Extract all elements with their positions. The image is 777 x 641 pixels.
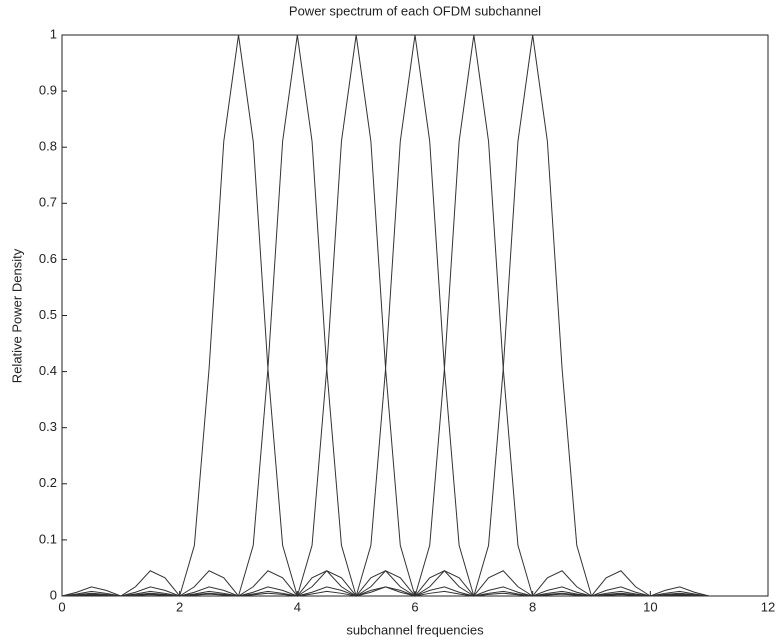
x-tick-label: 8: [529, 599, 536, 614]
y-tick-label: 0.2: [39, 475, 57, 490]
y-tick-label: 0.7: [39, 195, 57, 210]
x-tick-label: 10: [643, 599, 657, 614]
y-tick-label: 1: [50, 26, 57, 41]
x-tick-label: 2: [176, 599, 183, 614]
y-tick-label: 0: [50, 587, 57, 602]
x-tick-label: 6: [411, 599, 418, 614]
plot-frame: [62, 35, 768, 596]
series-line: [62, 35, 709, 596]
y-tick-label: 0.1: [39, 531, 57, 546]
x-tick-label: 0: [58, 599, 65, 614]
series-line: [62, 35, 709, 596]
x-tick-label: 12: [761, 599, 775, 614]
y-axis-label: Relative Power Density: [9, 248, 24, 383]
series-line: [62, 35, 709, 596]
y-tick-label: 0.6: [39, 251, 57, 266]
y-tick-label: 0.5: [39, 307, 57, 322]
y-tick-label: 0.3: [39, 419, 57, 434]
series-line: [62, 35, 709, 596]
series-line: [62, 35, 709, 596]
x-tick-label: 4: [294, 599, 301, 614]
y-tick-label: 0.9: [39, 83, 57, 98]
chart: Power spectrum of each OFDM subchannel s…: [0, 0, 777, 641]
y-tick-label: 0.8: [39, 139, 57, 154]
x-axis-label: subchannel frequencies: [346, 622, 484, 637]
y-tick-label: 0.4: [39, 363, 57, 378]
series-line: [62, 35, 709, 596]
chart-title: Power spectrum of each OFDM subchannel: [289, 3, 541, 18]
